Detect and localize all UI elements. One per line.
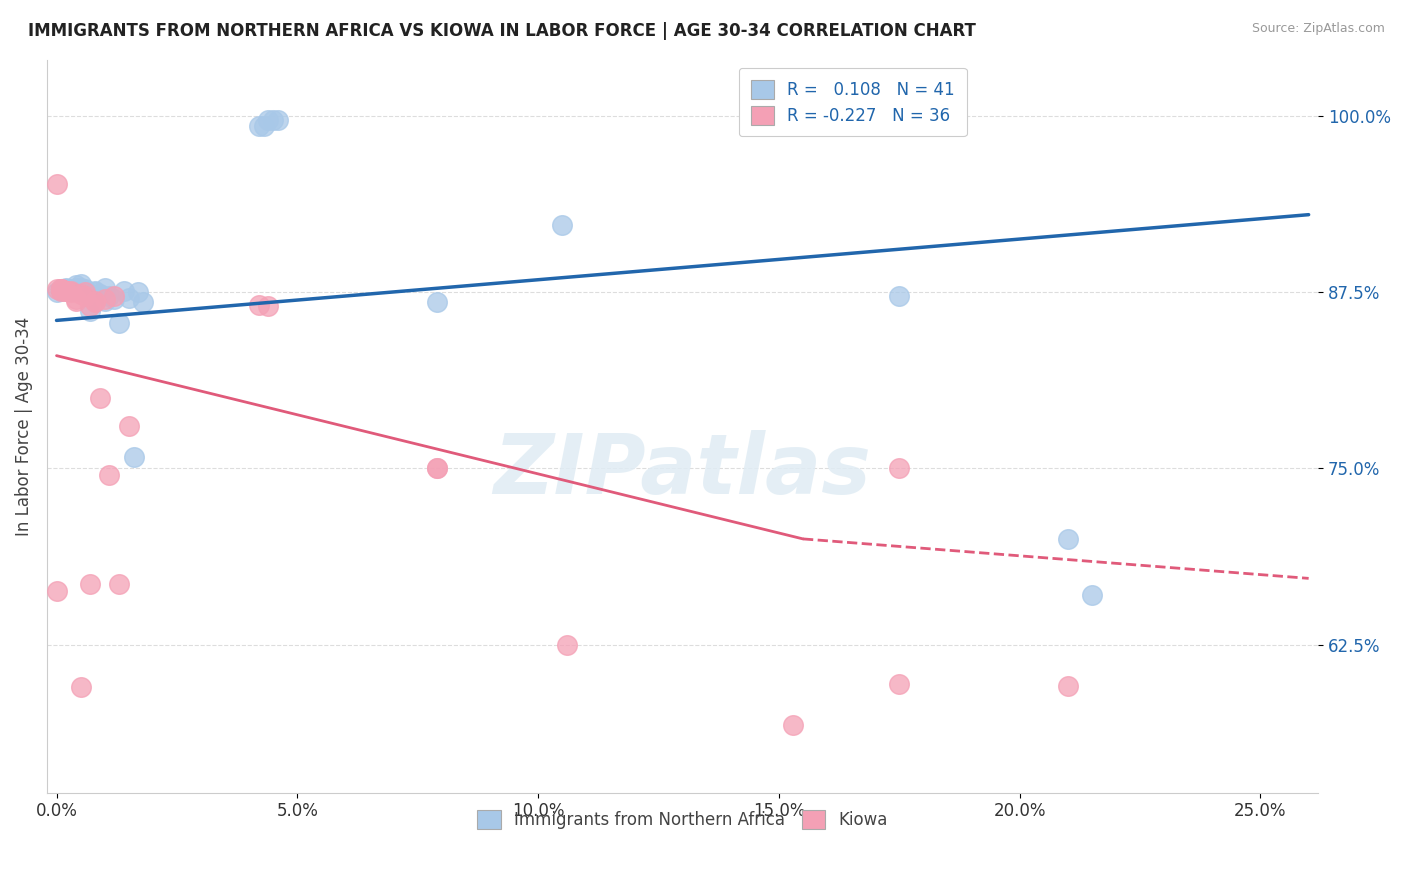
Point [103, 292, 125, 306]
Legend: Immigrants from Northern Africa, Kiowa: Immigrants from Northern Africa, Kiowa [471, 803, 894, 836]
Point [555, 638, 578, 652]
Point [59, 284, 82, 298]
Point [426, 295, 449, 310]
Point [79, 299, 101, 313]
Point [84, 295, 107, 310]
Point [93, 293, 115, 308]
Point [108, 316, 131, 330]
Point [267, 113, 290, 128]
Point [69, 284, 91, 298]
Point [51, 282, 73, 296]
Y-axis label: In Labor Force | Age 30-34: In Labor Force | Age 30-34 [15, 317, 32, 536]
Point [257, 299, 280, 313]
Point [782, 718, 804, 732]
Point [79, 577, 101, 591]
Point [262, 113, 284, 128]
Text: Source: ZipAtlas.com: Source: ZipAtlas.com [1251, 22, 1385, 36]
Point [89, 286, 111, 301]
Point [55, 284, 77, 298]
Point [65, 281, 87, 295]
Point [45, 584, 67, 599]
Point [65, 278, 87, 293]
Point [426, 461, 449, 475]
Point [551, 218, 574, 232]
Point [51, 284, 73, 298]
Point [247, 298, 270, 312]
Point [132, 295, 155, 310]
Point [51, 282, 73, 296]
Point [65, 293, 87, 308]
Point [257, 113, 280, 128]
Point [112, 284, 135, 298]
Point [45, 285, 67, 300]
Point [1056, 532, 1078, 546]
Point [1056, 679, 1078, 693]
Point [51, 282, 73, 296]
Point [122, 450, 145, 464]
Point [247, 119, 270, 133]
Point [1081, 588, 1104, 602]
Point [75, 282, 97, 296]
Point [84, 285, 107, 300]
Point [93, 281, 115, 295]
Point [252, 119, 274, 133]
Point [45, 177, 67, 191]
Text: ZIPatlas: ZIPatlas [494, 430, 872, 510]
Point [426, 461, 449, 475]
Point [79, 303, 101, 318]
Point [89, 391, 111, 405]
Point [51, 284, 73, 298]
Point [98, 289, 121, 303]
Point [75, 285, 97, 300]
Point [59, 285, 82, 300]
Text: IMMIGRANTS FROM NORTHERN AFRICA VS KIOWA IN LABOR FORCE | AGE 30-34 CORRELATION : IMMIGRANTS FROM NORTHERN AFRICA VS KIOWA… [28, 22, 976, 40]
Point [65, 292, 87, 306]
Point [118, 419, 141, 434]
Point [69, 281, 91, 295]
Point [69, 277, 91, 291]
Point [89, 288, 111, 302]
Point [59, 284, 82, 298]
Point [55, 282, 77, 296]
Point [59, 284, 82, 298]
Point [69, 680, 91, 694]
Point [59, 282, 82, 296]
Point [127, 285, 149, 300]
Point [75, 285, 97, 300]
Point [45, 282, 67, 296]
Point [84, 284, 107, 298]
Point [69, 286, 91, 301]
Point [98, 468, 121, 483]
Point [59, 284, 82, 298]
Point [84, 293, 107, 308]
Point [108, 577, 131, 591]
Point [93, 292, 115, 306]
Point [75, 289, 97, 303]
Point [889, 289, 911, 303]
Point [889, 461, 911, 475]
Point [118, 291, 141, 305]
Point [55, 281, 77, 295]
Point [889, 677, 911, 691]
Point [103, 289, 125, 303]
Point [51, 282, 73, 296]
Point [55, 284, 77, 298]
